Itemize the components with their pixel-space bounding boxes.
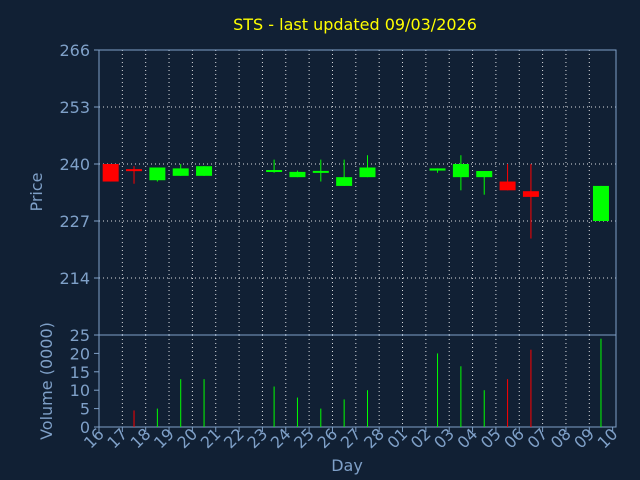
- price-tick-label: 214: [59, 269, 90, 288]
- volume-tick-label: 20: [70, 344, 90, 363]
- candle-body: [312, 170, 329, 173]
- candle-body: [172, 168, 189, 176]
- axis-layer: 2142272402532660510152025161718192021222…: [59, 41, 621, 452]
- y-axis-label: Price: [27, 172, 46, 211]
- candle-body: [149, 167, 166, 181]
- price-tick-label: 266: [59, 41, 90, 60]
- volume-tick-label: 15: [70, 363, 90, 382]
- candle-body: [429, 168, 446, 171]
- x-axis-label: Day: [331, 456, 363, 475]
- volume-tick-label: 10: [70, 381, 90, 400]
- candle-body: [592, 185, 609, 221]
- candle-body: [336, 177, 353, 186]
- candle-layer: [102, 155, 609, 239]
- candle-body: [476, 171, 493, 178]
- grid-layer: [99, 50, 616, 427]
- volume-tick-label: 5: [80, 400, 90, 419]
- x-tick-label: 10: [594, 424, 622, 452]
- chart-title: STS - last updated 09/03/2026: [233, 15, 477, 34]
- candle-body: [196, 166, 213, 176]
- candle-body: [522, 191, 539, 197]
- volume-panel-frame: [98, 334, 617, 428]
- volume-tick-label: 0: [80, 418, 90, 437]
- candle-body: [102, 164, 119, 182]
- price-tick-label: 253: [59, 98, 90, 117]
- candle-body: [499, 181, 516, 191]
- price-tick-label: 227: [59, 212, 90, 231]
- volume-layer: [133, 338, 602, 427]
- volume-axis-label: Volume (0000): [37, 322, 56, 440]
- candle-body: [126, 169, 143, 172]
- candle-body: [266, 170, 283, 173]
- price-tick-label: 240: [59, 155, 90, 174]
- candle-body: [289, 171, 306, 178]
- candle-body: [359, 167, 376, 178]
- volume-tick-label: 25: [70, 326, 90, 345]
- candle-body: [452, 164, 469, 178]
